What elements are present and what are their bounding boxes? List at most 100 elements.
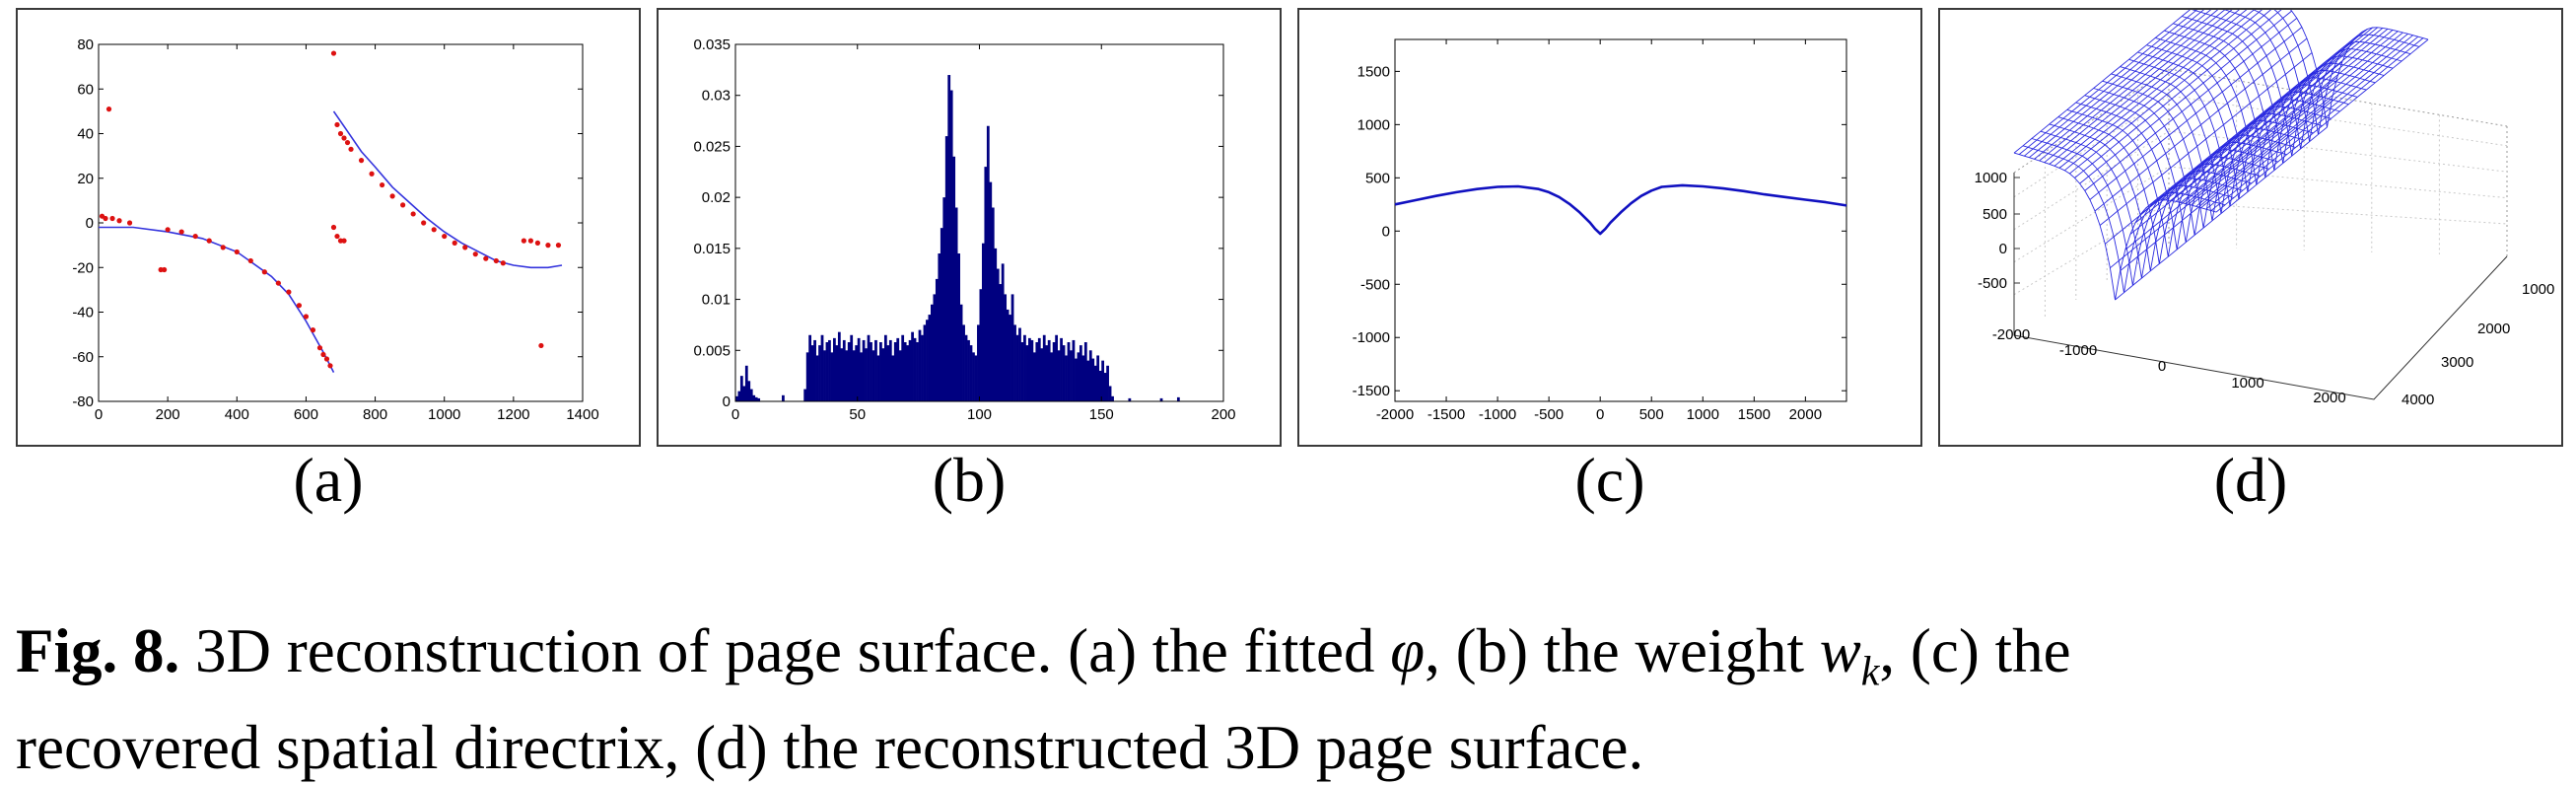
x-tick-label: 200: [156, 406, 180, 423]
caption-text-c: , (c) the: [1879, 616, 2071, 685]
surface-mesh-line: [2110, 95, 2323, 269]
surface-mesh-line: [2094, 37, 2308, 212]
histogram-bar: [1103, 373, 1107, 401]
y-tick-label: 80: [77, 36, 94, 53]
surface-mesh-line: [2074, 10, 2282, 178]
caption-phi: φ: [1390, 616, 1426, 685]
data-point: [310, 327, 316, 333]
histogram-bar: [991, 207, 995, 401]
histogram-bar: [1077, 352, 1080, 401]
histogram-bar: [1018, 327, 1021, 401]
y-tick-label: -500: [1360, 276, 1390, 293]
histogram-bar: [893, 342, 897, 401]
z-tick-label: 0: [1999, 241, 2007, 257]
histogram-bar: [1030, 339, 1034, 401]
y-tick-label: 2000: [2477, 321, 2510, 337]
data-point: [341, 135, 347, 141]
surface-mesh-line: [2129, 61, 2343, 235]
box-grid-line: [2013, 201, 2170, 296]
histogram-bar: [1091, 358, 1095, 401]
histogram-bar: [977, 324, 980, 401]
data-point: [341, 238, 347, 244]
box-grid-line: [2013, 166, 2170, 263]
y-tick-label: 0: [1382, 223, 1390, 240]
data-point: [330, 224, 337, 231]
data-point: [472, 251, 478, 257]
histogram-bar: [986, 125, 990, 401]
y-tick-label: 0.02: [702, 189, 731, 206]
histogram-bar: [870, 342, 872, 401]
histogram-bar: [933, 294, 937, 401]
histogram-bar: [944, 136, 948, 402]
histogram-bar: [942, 197, 946, 401]
histogram-bar: [842, 339, 846, 401]
histogram-bar: [918, 329, 922, 401]
histogram-bar: [1040, 348, 1044, 401]
data-point: [261, 269, 267, 275]
caption-k: k: [1860, 649, 1880, 695]
data-point: [178, 229, 184, 235]
histogram-bar: [1009, 315, 1011, 401]
x-tick-label: 1000: [2231, 375, 2263, 392]
data-point: [165, 227, 171, 233]
data-point: [431, 227, 437, 233]
panel-label-b: (b): [932, 445, 1007, 515]
surface-mesh-line: [2180, 30, 2394, 203]
data-point: [105, 107, 112, 112]
histogram-bar: [865, 348, 868, 401]
y-tick-label: 1000: [1358, 116, 1390, 133]
histogram-bar: [1032, 352, 1036, 401]
y-tick-label: 3000: [2441, 354, 2473, 371]
data-point: [534, 240, 541, 246]
histogram-bar: [782, 394, 785, 401]
histogram-bar: [1015, 334, 1019, 401]
x-tick-label: 0: [1596, 406, 1604, 423]
x-tick-label: -2000: [1992, 326, 2030, 343]
panel-label-d: (d): [2213, 445, 2288, 515]
histogram-bar: [818, 345, 821, 401]
histogram-bar: [984, 167, 988, 401]
data-point: [527, 238, 533, 244]
histogram-bar: [1065, 355, 1068, 401]
histogram-bar: [1096, 355, 1100, 401]
surface-mesh-line: [2210, 37, 2424, 211]
histogram-bar: [926, 320, 929, 401]
data-point: [220, 245, 226, 250]
caption-figure-number: Fig. 8.: [16, 616, 180, 685]
histogram-bar: [837, 331, 841, 401]
data-point: [389, 193, 395, 199]
y-tick-label: 0.005: [693, 342, 731, 359]
histogram-bar: [1013, 324, 1016, 401]
histogram-bar: [1006, 309, 1010, 401]
histogram-bar: [959, 304, 963, 401]
data-point: [303, 314, 310, 320]
data-point: [275, 280, 281, 286]
box-grid-line: [2013, 130, 2170, 231]
data-point: [234, 249, 240, 255]
data-point: [555, 243, 562, 249]
histogram-bar: [1093, 365, 1097, 401]
x-tick-label: 0: [95, 406, 103, 423]
surface-mesh-line: [2115, 126, 2328, 301]
histogram-bar: [1060, 337, 1063, 401]
histogram-bar: [1010, 294, 1014, 401]
data-point: [337, 130, 344, 137]
histogram-bar: [808, 334, 812, 401]
x-tick-label: 1000: [1687, 406, 1719, 423]
histogram-bar: [908, 339, 912, 401]
histogram-bar: [1042, 334, 1046, 401]
x-tick-label: 0: [2158, 358, 2166, 375]
chart-a-fitted-phi: 0 200 400 600 800 1000 1200 1400806040200-20-40…: [72, 36, 598, 423]
histogram-bar: [964, 334, 968, 401]
data-point: [103, 215, 108, 222]
histogram-bar: [754, 396, 758, 401]
data-point: [452, 240, 457, 246]
histogram-bar: [810, 345, 814, 401]
surface-mesh-line: [2069, 10, 2272, 175]
histogram-bar: [957, 253, 960, 401]
data-point: [330, 50, 337, 56]
histogram-bar: [737, 391, 741, 401]
surface-mesh-line: [2054, 10, 2248, 167]
box-grid-line: [2168, 95, 2508, 147]
histogram-bar: [1037, 337, 1041, 401]
